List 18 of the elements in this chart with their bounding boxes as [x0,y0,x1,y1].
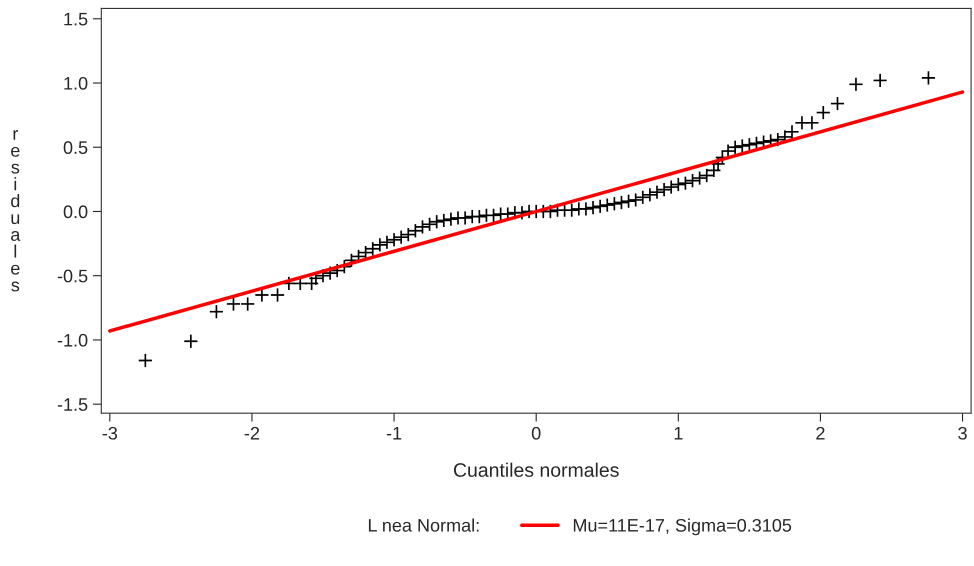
y-tick-label: 0.5 [64,141,88,154]
x-tick-label: 0 [532,426,540,440]
legend-title: L nea Normal: [368,518,479,532]
y-tick-label: 1.0 [64,76,88,90]
x-tick-label: -1 [386,427,402,440]
y-tick-label: 1.5 [64,12,88,26]
x-tick-label: -3 [102,426,118,440]
y-tick-label: -1.0 [58,334,88,347]
x-tick-label: -2 [244,426,260,440]
legend-label: Mu=11E-17, Sigma=0.3105 [574,518,792,536]
y-tick-label: 0.0 [64,205,88,218]
x-tick-label: 2 [816,426,825,440]
y-tick-label: -1.5 [58,398,88,411]
text: residuales [11,130,20,292]
y-tick-label: -0.5 [58,270,88,282]
x-axis-title: Cuantiles normales [454,462,619,477]
x-tick-label: 1 [674,427,682,440]
x-tick-label: 3 [958,426,967,440]
